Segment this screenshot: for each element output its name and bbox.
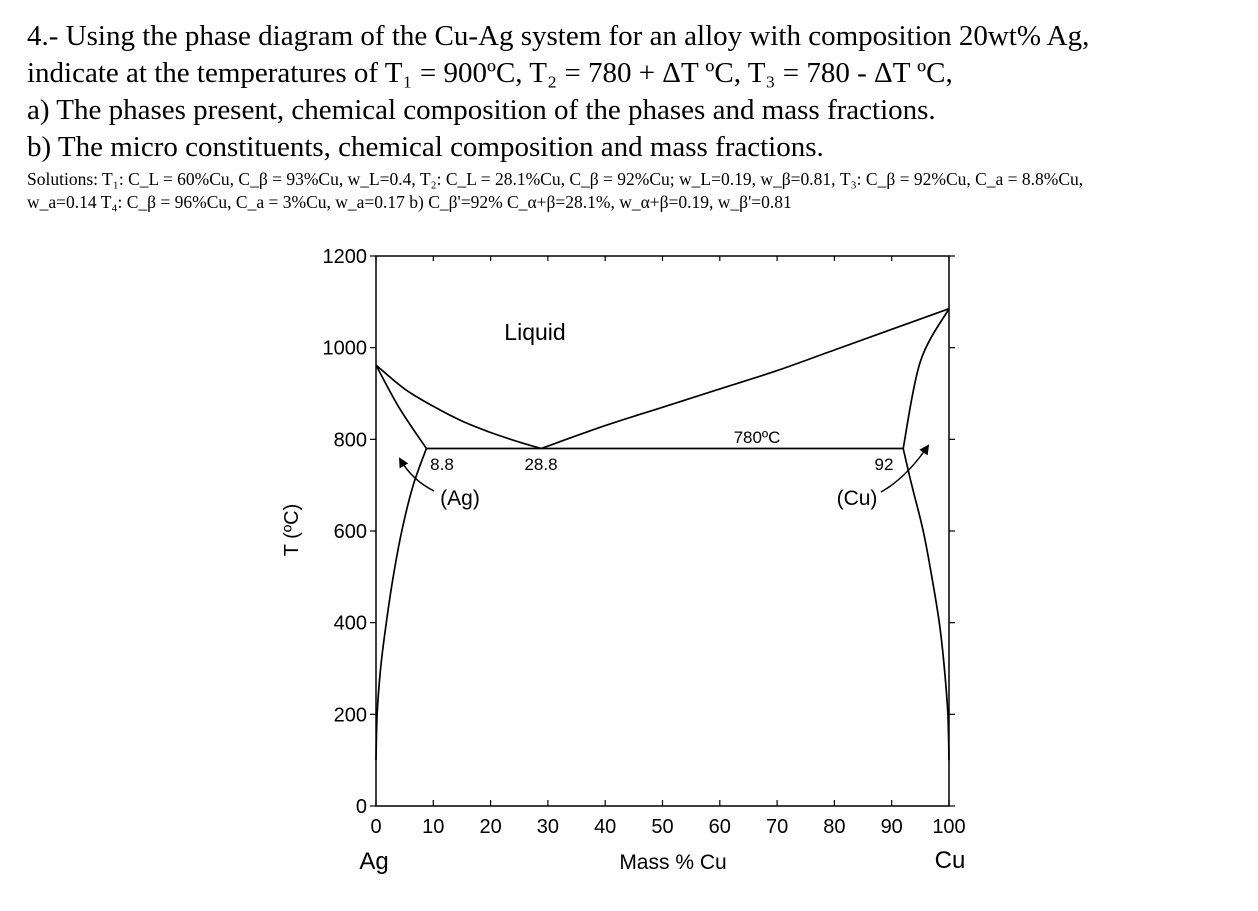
y-tick-label: 800 [334, 429, 367, 451]
liquidus-left-line [375, 364, 542, 450]
solutions-line-1: Solutions: T₁: C_L = 60%Cu, C_β = 93%Cu,… [27, 169, 1084, 189]
problem-line-3: a) The phases present, chemical composit… [27, 94, 936, 126]
x-axis-label: Mass % Cu [619, 851, 726, 874]
x-tick-label: 80 [823, 816, 845, 838]
eutectic-composition-label: 28.8 [524, 455, 557, 474]
solutions-line-2: w_a=0.14 T₄: C_β = 96%Cu, C_a = 3%Cu, w_… [27, 192, 792, 212]
solvus-cu-line [902, 448, 950, 761]
problem-line-2: indicate at the temperatures of T₁ = 900… [27, 57, 953, 89]
solidus-ag-line [375, 364, 428, 449]
solidus-cu-line [902, 308, 950, 449]
y-axis-label: T (ºC) [281, 504, 303, 556]
y-tick-label: 200 [334, 704, 367, 726]
y-tick-label: 0 [356, 796, 367, 818]
y-tick-label: 1200 [323, 246, 368, 268]
plot-frame [375, 255, 950, 807]
x-tick-label: 70 [766, 816, 788, 838]
liquid-region-label: Liquid [504, 319, 565, 345]
x-tick-label: 20 [479, 816, 501, 838]
ag-phase-label: (Ag) [440, 487, 480, 510]
x-tick-label: 60 [709, 816, 731, 838]
x-tick-label: 100 [932, 816, 965, 838]
alpha-composition-label: 8.8 [430, 455, 454, 474]
liquidus-right-line [540, 307, 950, 450]
beta-composition-label: 92 [875, 455, 894, 474]
ag-phase-arrow [399, 457, 435, 492]
x-axis-right-end-label: Cu [935, 847, 966, 874]
x-tick-label: 90 [881, 816, 903, 838]
x-tick-label: 50 [651, 816, 673, 838]
x-axis-left-end-label: Ag [359, 848, 388, 875]
solvus-ag-line [375, 448, 428, 761]
y-tick-label: 400 [334, 613, 367, 635]
problem-line-4: b) The micro constituents, chemical comp… [27, 131, 824, 163]
x-tick-label: 0 [370, 816, 381, 838]
problem-line-1: 4.- Using the phase diagram of the Cu-Ag… [27, 20, 1090, 52]
eutectic-temperature-label: 780ºC [734, 428, 781, 447]
cu-phase-label: (Cu) [837, 487, 878, 510]
x-tick-label: 40 [594, 816, 616, 838]
x-tick-label: 10 [422, 816, 444, 838]
x-tick-label: 30 [537, 816, 559, 838]
cu-phase-arrow [880, 444, 930, 493]
y-tick-label: 1000 [323, 338, 368, 360]
y-tick-label: 600 [334, 521, 367, 543]
